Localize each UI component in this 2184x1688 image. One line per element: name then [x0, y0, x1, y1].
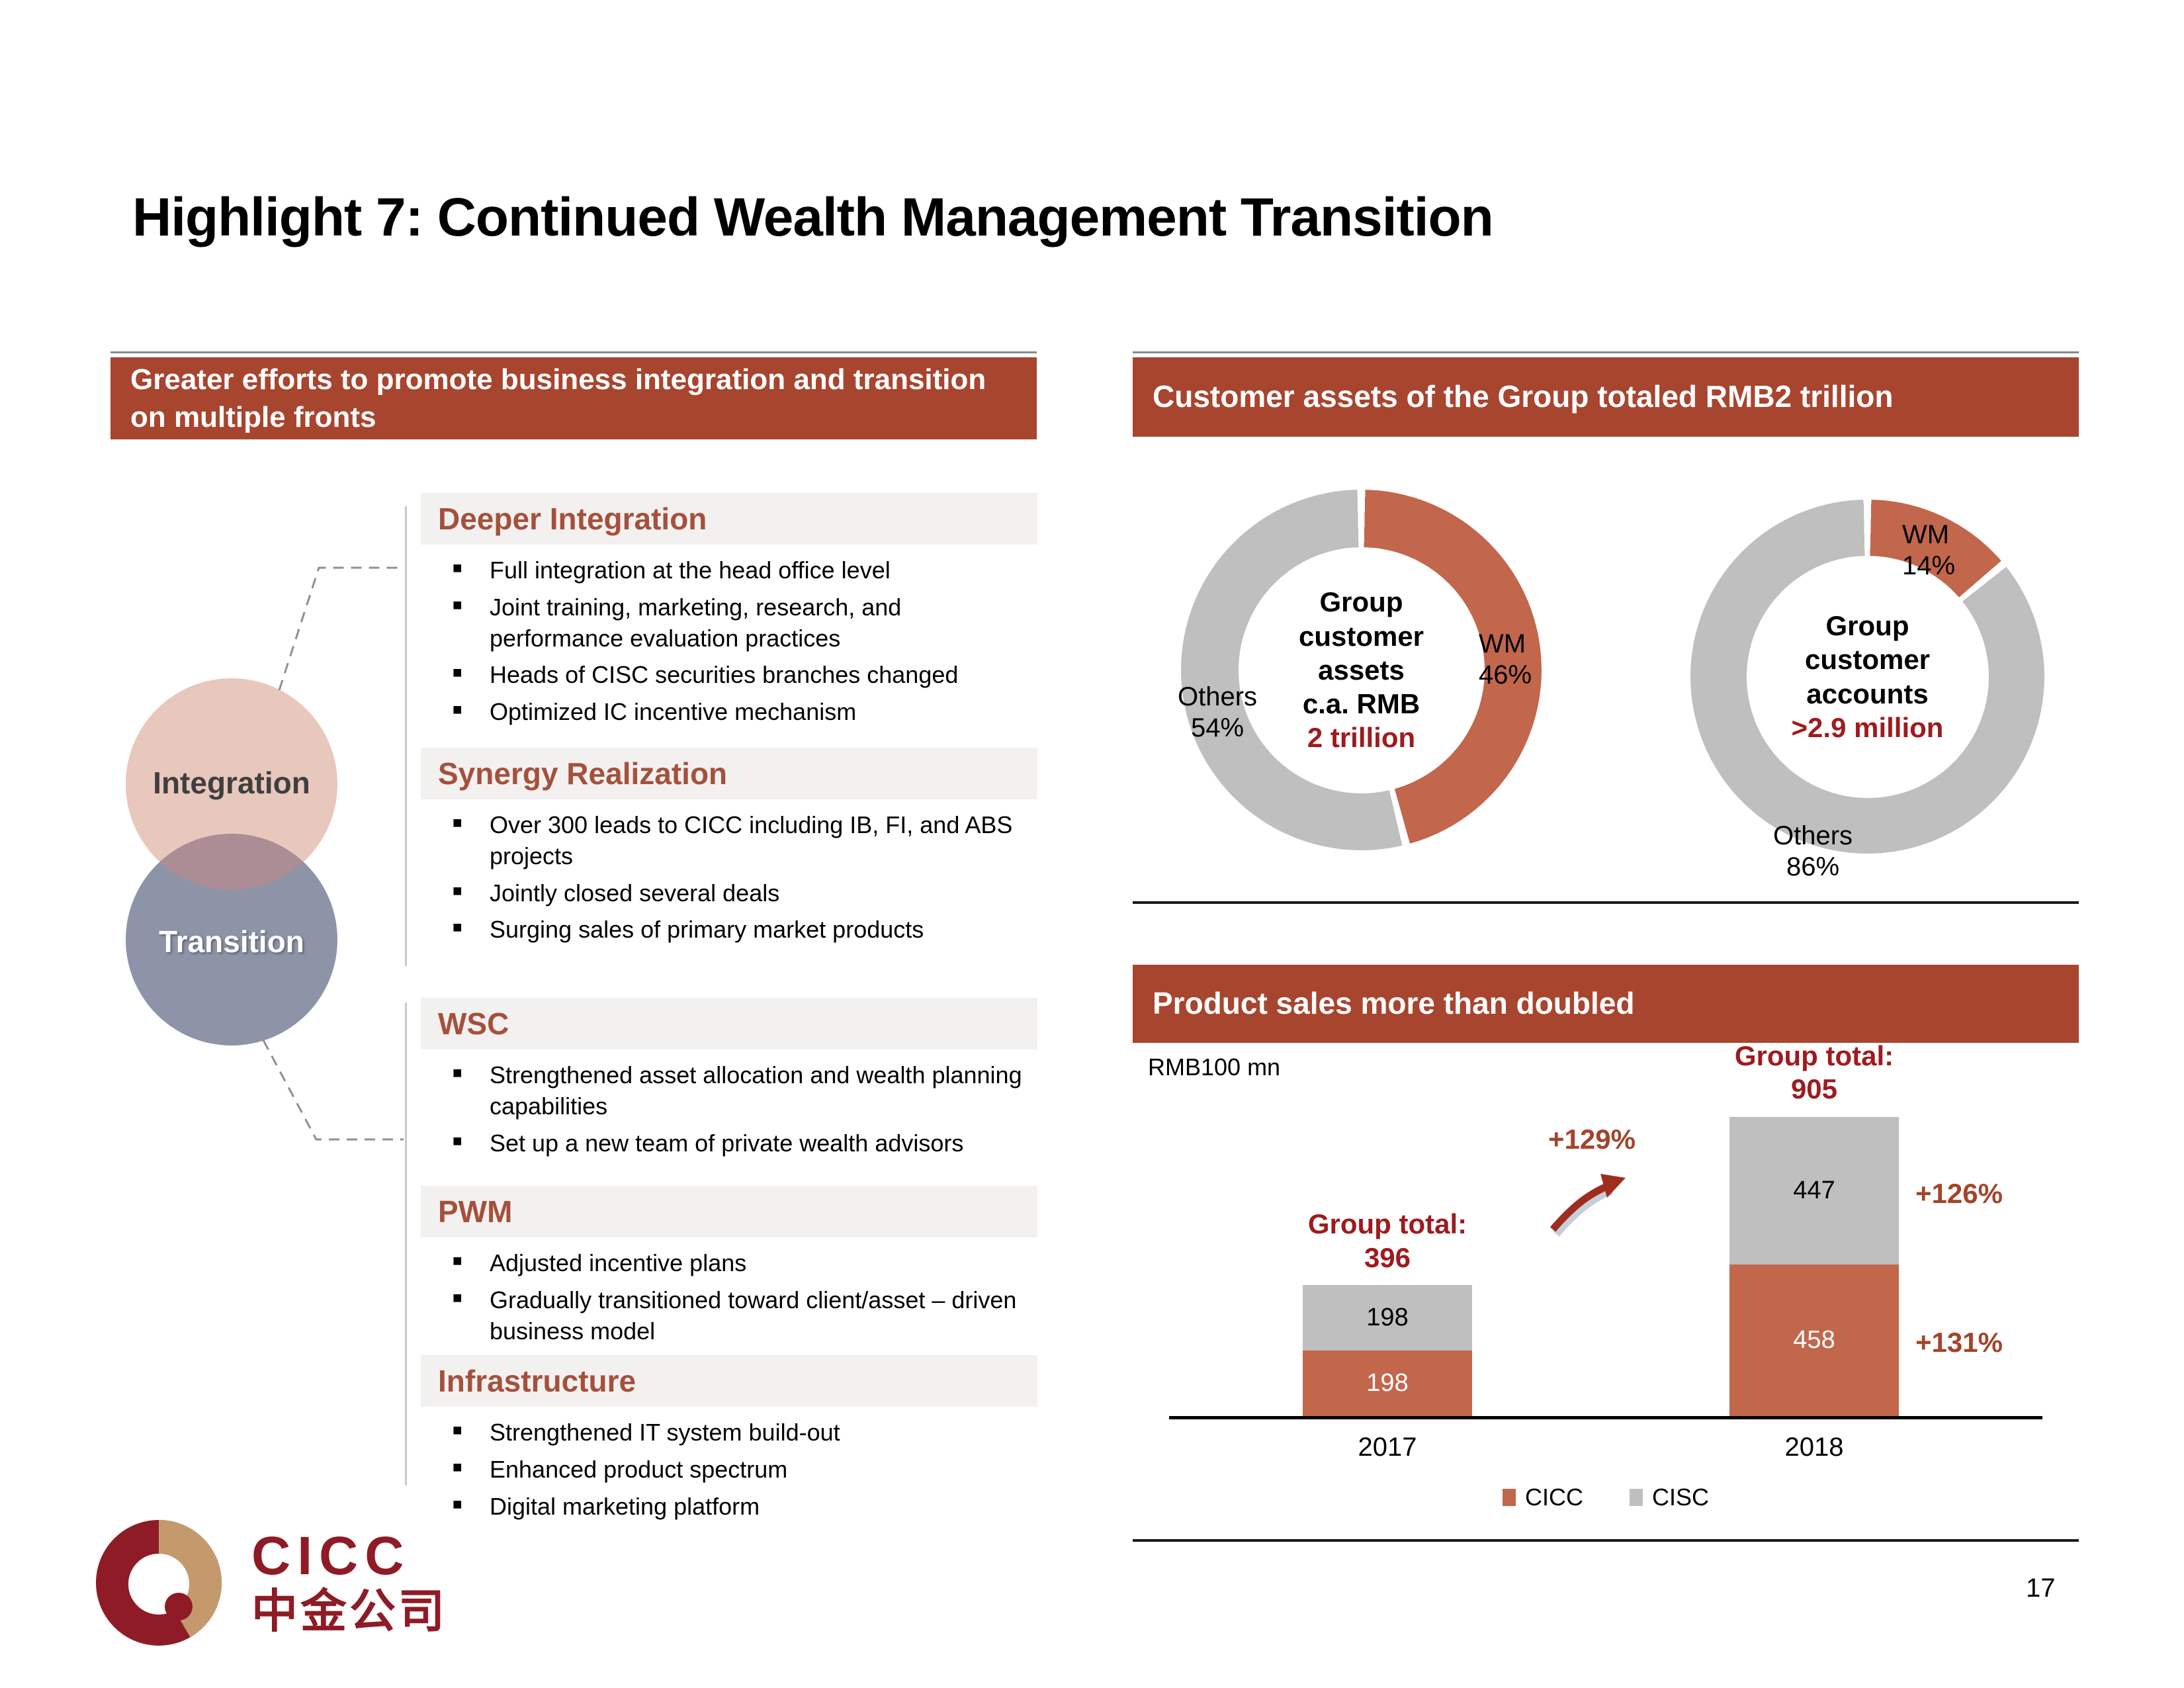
bullet-square-icon: ■	[453, 1288, 462, 1307]
section-heading: PWM	[421, 1186, 1037, 1237]
bullet-item: ■ Joint training, marketing, research, an…	[453, 593, 902, 652]
bullet-item: ■ Over 300 leads to CICC including IB, FI…	[453, 811, 1013, 869]
legend-label-cisc: CISC	[1651, 1484, 1709, 1511]
slice-label-wm: WM 14%	[1902, 520, 1956, 581]
bar-value-label: 198	[1366, 1304, 1409, 1331]
integration-circle	[126, 678, 337, 890]
venn-label-transition: Transition	[159, 924, 304, 959]
bullet-item: ■ Jointly closed several deals	[453, 879, 780, 907]
transition-circle	[126, 834, 337, 1045]
x-axis-line	[1169, 1416, 2042, 1419]
cicc-logo-icon	[96, 1520, 222, 1646]
bullet-square-icon: ■	[453, 814, 462, 832]
bullet-item: ■ Enhanced product spectrum	[453, 1455, 788, 1483]
legend-item-cisc: CISC	[1629, 1484, 1709, 1511]
right-top-rule	[1133, 351, 2079, 353]
bullet-square-icon: ■	[453, 1132, 462, 1150]
bullet-item: ■ Heads of CISC securities branches chang…	[453, 661, 959, 689]
logo-chinese-text: 中金公司	[251, 1585, 447, 1637]
growth-arrow-icon	[1550, 1174, 1626, 1237]
bullet-item: ■ Adjusted incentive plans	[453, 1249, 747, 1276]
chart-legend: CICC CISC	[1133, 1484, 2079, 1511]
bullet-square-icon: ■	[453, 1458, 462, 1476]
bullet-square-icon: ■	[453, 881, 462, 900]
group-total-2018: Group total: 905	[1734, 1040, 1894, 1105]
cicc-logo: CICC 中金公司	[93, 1517, 447, 1649]
bullet-square-icon: ■	[453, 1495, 462, 1513]
category-label-2018: 2018	[1784, 1433, 1844, 1462]
bullet-square-icon: ■	[453, 559, 462, 577]
bar-chart: Group total: 396 Group total: 905 +129% …	[1133, 1040, 2079, 1548]
right-panel-divider	[1133, 901, 2079, 904]
bullet-square-icon: ■	[453, 1421, 462, 1439]
legend-swatch-cicc	[1502, 1489, 1516, 1506]
bar-segment-cisc-2018: 447	[1729, 1116, 1899, 1265]
group-total-2017: Group total: 396	[1307, 1208, 1467, 1273]
bullet-square-icon: ■	[453, 664, 462, 682]
sales-header: Product sales more than doubled	[1133, 965, 2079, 1043]
bullet-square-icon: ■	[453, 596, 462, 614]
donut-group-customer-assets: Group customer assets c.a. RMB 2 trillion WM…	[1178, 490, 1542, 850]
donut-group-customer-accounts: Group customer accounts >2.9 million WM 14% …	[1690, 500, 2044, 881]
bar-segment-cisc-2017: 198	[1303, 1285, 1472, 1351]
bullet-item: ■ Full integration at the head office lev…	[453, 556, 891, 584]
venn-circles-svg	[126, 678, 337, 1045]
slice-label-others: Others 86%	[1772, 821, 1853, 882]
assets-header: Customer assets of the Group totaled RMB…	[1133, 357, 2079, 437]
page-number: 17	[2026, 1574, 2056, 1603]
bullet-square-icon: ■	[453, 1252, 462, 1270]
donut-center-text: Group customer accounts >2.9 million	[1791, 610, 1944, 743]
venn-label-integration: Integration	[153, 766, 310, 800]
bar-value-label: 458	[1793, 1326, 1835, 1354]
legend-item-cicc: CICC	[1502, 1484, 1583, 1511]
donut-center-text: Group customer assets c.a. RMB 2 trillion	[1298, 586, 1424, 754]
section-divider-line-bottom	[405, 1002, 407, 1486]
bar-segment-cicc-2018: 458	[1729, 1265, 1899, 1416]
legend-label-cicc: CICC	[1524, 1484, 1583, 1511]
bullet-item: ■ Set up a new team of private wealth adv…	[453, 1129, 964, 1157]
section-synergy-realization: Synergy Realization ■ Over 300 leads to CI…	[421, 748, 1037, 952]
section-heading: WSC	[421, 998, 1037, 1049]
legend-swatch-cisc	[1629, 1489, 1643, 1506]
bullet-square-icon: ■	[453, 918, 462, 937]
bullet-item: ■ Surging sales of primary market product…	[453, 916, 924, 944]
section-wsc: WSC ■ Strengthened asset allocation and we…	[421, 998, 1037, 1165]
section-divider-line-top	[405, 506, 407, 966]
bar-segment-cicc-2017: 198	[1303, 1351, 1472, 1416]
growth-label-cisc: +126%	[1915, 1178, 2003, 1209]
bullet-square-icon: ■	[453, 701, 462, 719]
bullet-item: ■ Strengthened asset allocation and wealt…	[453, 1061, 1022, 1120]
right-panel-bottom-rule	[1133, 1539, 2079, 1542]
bullet-item: ■ Digital marketing platform	[453, 1492, 760, 1520]
venn-diagram: Integration Transition	[99, 652, 377, 1075]
growth-label-cicc: +131%	[1915, 1327, 2003, 1358]
section-deeper-integration: Deeper Integration ■ Full integration at t…	[421, 493, 1037, 734]
section-heading: Infrastructure	[421, 1355, 1037, 1407]
bar-value-label: 198	[1366, 1369, 1409, 1397]
bullet-item: ■ Optimized IC incentive mechanism	[453, 698, 857, 726]
slice-label-others: Others 54%	[1177, 682, 1258, 743]
section-heading: Deeper Integration	[421, 493, 1037, 545]
bullet-item: ■ Gradually transitioned toward client/as…	[453, 1286, 1017, 1345]
bullet-item: ■ Strengthened IT system build-out	[453, 1419, 840, 1446]
logo-latin-text: CICC	[251, 1525, 411, 1586]
section-heading: Synergy Realization	[421, 748, 1037, 799]
left-panel-header: Greater efforts to promote business inte…	[110, 357, 1037, 439]
left-top-rule	[110, 351, 1037, 353]
slice-label-wm: WM 46%	[1479, 629, 1532, 690]
growth-label-total: +129%	[1548, 1124, 1636, 1155]
donut-hole	[1238, 547, 1485, 793]
chart-unit-label: RMB100 mn	[1148, 1053, 1281, 1081]
bullet-square-icon: ■	[453, 1064, 462, 1082]
category-label-2017: 2017	[1358, 1433, 1417, 1462]
page-title: Highlight 7: Continued Wealth Management…	[132, 187, 1494, 247]
bar-value-label: 447	[1793, 1176, 1835, 1204]
donut-hole	[1746, 555, 1989, 798]
section-infrastructure: Infrastructure ■ Strengthened IT system bu…	[421, 1355, 1037, 1528]
section-pwm: PWM ■ Adjusted incentive plans ■ Gradually t…	[421, 1186, 1037, 1353]
